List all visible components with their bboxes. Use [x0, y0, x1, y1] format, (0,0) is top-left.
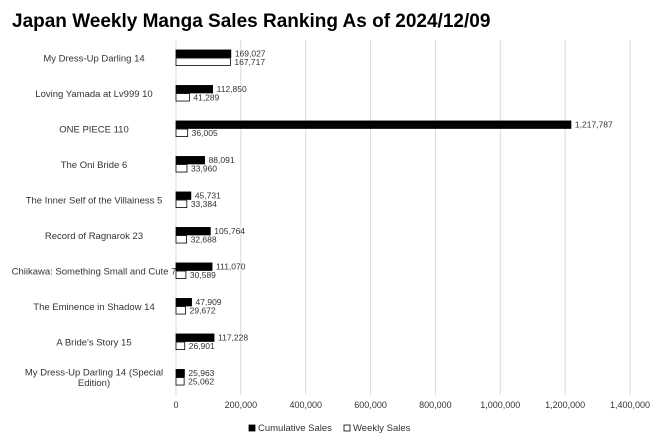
- data-label: 29,672: [190, 305, 216, 315]
- category-label: The Oni Bride 6: [61, 160, 128, 171]
- data-label: 32,688: [191, 234, 217, 244]
- bar-weekly-sales: [175, 199, 188, 208]
- data-label: 25,963: [188, 368, 214, 378]
- x-tick-label: 800,000: [419, 400, 452, 410]
- legend-swatch-weekly: [343, 424, 351, 432]
- bar-cumulative-sales: [175, 298, 192, 307]
- category-label: ONE PIECE 110: [59, 124, 129, 135]
- data-label: 30,589: [190, 270, 216, 280]
- bar-weekly-sales: [175, 128, 189, 137]
- x-tick-label: 400,000: [289, 400, 322, 410]
- bar-cumulative-sales: [175, 227, 211, 236]
- data-label: 36,005: [192, 128, 218, 138]
- bar-cumulative-sales: [175, 120, 572, 129]
- x-tick-label: 1,000,000: [480, 400, 520, 410]
- bar-cumulative-sales: [175, 85, 213, 94]
- data-label: 33,384: [191, 199, 217, 209]
- bar-weekly-sales: [175, 164, 188, 173]
- legend-label-cumulative: Cumulative Sales: [258, 423, 332, 434]
- category-label: My Dress-Up Darling 14: [43, 53, 144, 64]
- x-tick-label: 1,400,000: [610, 400, 650, 410]
- data-label: 111,070: [216, 262, 246, 272]
- data-label: 33,960: [191, 163, 217, 173]
- data-label: 41,289: [193, 92, 219, 102]
- bar-cumulative-sales: [175, 191, 192, 200]
- x-tick-label: 600,000: [354, 400, 387, 410]
- category-label: The Eminence in Shadow 14: [33, 302, 154, 313]
- legend: Cumulative Sales Weekly Sales: [248, 423, 411, 434]
- data-label: 117,228: [218, 333, 248, 343]
- category-label: My Dress-Up Darling 14 (Special Edition): [25, 368, 163, 390]
- y-axis-categories: My Dress-Up Darling 14 Loving Yamada at L…: [12, 53, 177, 389]
- bar-cumulative-sales: [175, 262, 213, 271]
- data-label: 105,764: [214, 226, 245, 236]
- legend-label-weekly: Weekly Sales: [353, 423, 411, 434]
- data-label: 25,062: [188, 376, 214, 386]
- gridlines: [175, 40, 631, 395]
- category-label: Chiikawa: Something Small and Cute 7: [12, 266, 177, 277]
- x-tick-label: 1,200,000: [545, 400, 585, 410]
- category-label: Record of Ragnarok 23: [45, 231, 143, 242]
- bar-cumulative-sales: [175, 369, 185, 378]
- legend-swatch-cumulative: [248, 424, 256, 432]
- bar-weekly-sales: [175, 341, 186, 350]
- category-label: A Bride's Story 15: [56, 337, 131, 348]
- data-label: 1,217,787: [575, 120, 613, 130]
- data-label: 88,091: [209, 155, 235, 165]
- data-label: 167,717: [234, 57, 265, 67]
- bar-weekly-sales: [175, 306, 187, 315]
- bar-cumulative-sales: [175, 49, 232, 58]
- bar-cumulative-sales: [175, 156, 205, 165]
- bar-weekly-sales: [175, 377, 185, 386]
- chart-title: Japan Weekly Manga Sales Ranking As of 2…: [12, 11, 490, 32]
- bar-weekly-sales: [175, 93, 190, 102]
- data-label: 26,901: [189, 341, 215, 351]
- bar-weekly-sales: [175, 270, 187, 279]
- x-axis-ticks: 0 200,000 400,000 600,000 800,000 1,000,000 1,…: [173, 400, 650, 410]
- data-label: 169,027: [235, 49, 266, 59]
- bar-weekly-sales: [175, 235, 188, 244]
- category-label: Loving Yamada at Lv999 10: [35, 89, 152, 100]
- bar-weekly-sales: [175, 57, 231, 66]
- category-label: The Inner Self of the Villainess 5: [26, 195, 163, 206]
- data-label: 112,850: [217, 84, 247, 94]
- x-tick-label: 200,000: [225, 400, 258, 410]
- data-label: 45,731: [195, 191, 221, 201]
- bar-cumulative-sales: [175, 333, 215, 342]
- data-label: 47,909: [196, 297, 222, 307]
- x-tick-label: 0: [173, 400, 178, 410]
